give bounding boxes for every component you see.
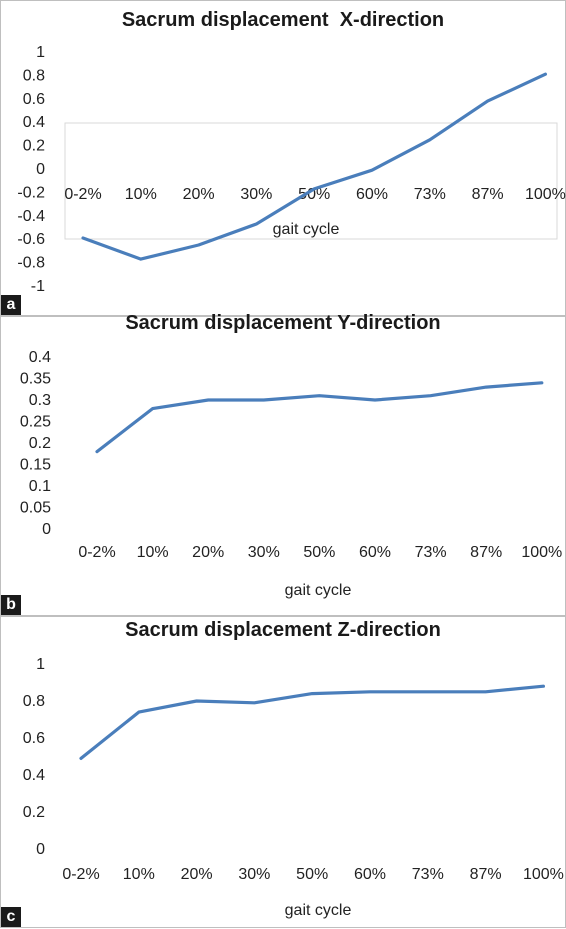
y-tick-label: 1	[36, 44, 45, 61]
y-tick-label: -0.4	[17, 208, 45, 225]
x-tick-label: 30%	[240, 186, 272, 203]
panel-label: a	[1, 295, 21, 315]
series-line	[95, 381, 544, 454]
x-tick-label: 73%	[415, 544, 447, 561]
panel-label: b	[1, 595, 21, 615]
y-tick-label: 0.2	[23, 804, 45, 821]
x-tick-label: 0-2%	[64, 186, 101, 203]
y-tick-label: 0.15	[20, 457, 51, 474]
x-tick-label: 60%	[359, 544, 391, 561]
y-tick-label: -0.2	[17, 184, 45, 201]
x-tick-label: 100%	[525, 186, 566, 203]
y-tick-label: -1	[31, 278, 45, 295]
y-tick-label: 0.8	[23, 67, 45, 84]
y-tick-label: 0.2	[23, 138, 45, 155]
y-tick-label: 0.35	[20, 371, 51, 388]
panel-label: c	[1, 907, 21, 927]
y-tick-label: -0.8	[17, 255, 45, 272]
y-tick-label: 0.3	[29, 392, 51, 409]
x-tick-label: 50%	[296, 866, 328, 883]
x-tick-label: 10%	[123, 866, 155, 883]
x-tick-label: 10%	[137, 544, 169, 561]
y-tick-label: -0.6	[17, 231, 45, 248]
x-tick-label: 10%	[125, 186, 157, 203]
chart-title: Sacrum displacement Z-direction	[125, 619, 441, 641]
x-tick-label: 30%	[248, 544, 280, 561]
x-tick-label: 87%	[470, 544, 502, 561]
chart-panel-y: Sacrum displacement Y-direction 0.4 0.35 0…	[0, 312, 566, 616]
x-axis-label: gait cycle	[285, 582, 352, 599]
y-tick-label: 0.05	[20, 500, 51, 517]
x-tick-label: 100%	[523, 866, 564, 883]
x-tick-label: 20%	[183, 186, 215, 203]
y-tick-label: 0.2	[29, 435, 51, 452]
y-tick-label: 0.4	[29, 349, 51, 366]
x-tick-label: 30%	[238, 866, 270, 883]
x-axis-label: gait cycle	[273, 221, 340, 238]
y-tick-label: 0.4	[23, 767, 45, 784]
x-axis-label: gait cycle	[285, 902, 352, 919]
x-tick-label: 60%	[356, 186, 388, 203]
x-tick-label: 20%	[192, 544, 224, 561]
chart-title: Sacrum displacement X-direction	[121, 9, 445, 31]
y-tick-label: 0.6	[23, 91, 45, 108]
x-tick-label: 73%	[412, 866, 444, 883]
x-tick-label: 50%	[303, 544, 335, 561]
y-tick-label: 0.1	[29, 478, 51, 495]
y-tick-label: 0	[36, 841, 45, 858]
y-tick-label: 0.6	[23, 730, 45, 747]
chart-panel-z: Sacrum displacement Z-direction 1 0.8 0.6 0…	[0, 616, 566, 928]
x-tick-label: 87%	[470, 866, 502, 883]
x-tick-label: 0-2%	[62, 866, 99, 883]
y-tick-label: 0.8	[23, 693, 45, 710]
y-tick-label: 0	[36, 161, 45, 178]
chart-plot-x: 1 0.8 0.6 0.4 0.2 0 -0.2 -0.4 -0.6 -0.8 -1 0-2% 10% 2…	[17, 44, 566, 295]
y-tick-label: 0	[42, 521, 51, 538]
x-tick-label: 50%	[298, 186, 330, 203]
category-axis-box	[64, 122, 558, 240]
x-tick-label: 60%	[354, 866, 386, 883]
x-tick-label: 100%	[521, 544, 562, 561]
y-tick-label: 0.25	[20, 414, 51, 431]
chart-panel-x: Sacrum displacement X-direction 1 0.8 0.6 0…	[0, 0, 566, 316]
chart-plot-z: 1 0.8 0.6 0.4 0.2 0 0-2% 10% 20% 30% 50% 60% 73% 87% 1…	[23, 656, 564, 919]
chart-plot-y: 0.4 0.35 0.3 0.25 0.2 0.15 0.1 0.05 0 0-2% 10% 20% 3…	[20, 349, 562, 599]
x-tick-label: 0-2%	[78, 544, 115, 561]
y-tick-label: 1	[36, 656, 45, 673]
x-tick-label: 20%	[181, 866, 213, 883]
series-line	[79, 684, 546, 760]
chart-title: Sacrum displacement Y-direction	[125, 312, 441, 334]
y-tick-label: 0.4	[23, 114, 45, 131]
x-tick-label: 73%	[414, 186, 446, 203]
x-tick-label: 87%	[472, 186, 504, 203]
series-line	[81, 72, 548, 261]
